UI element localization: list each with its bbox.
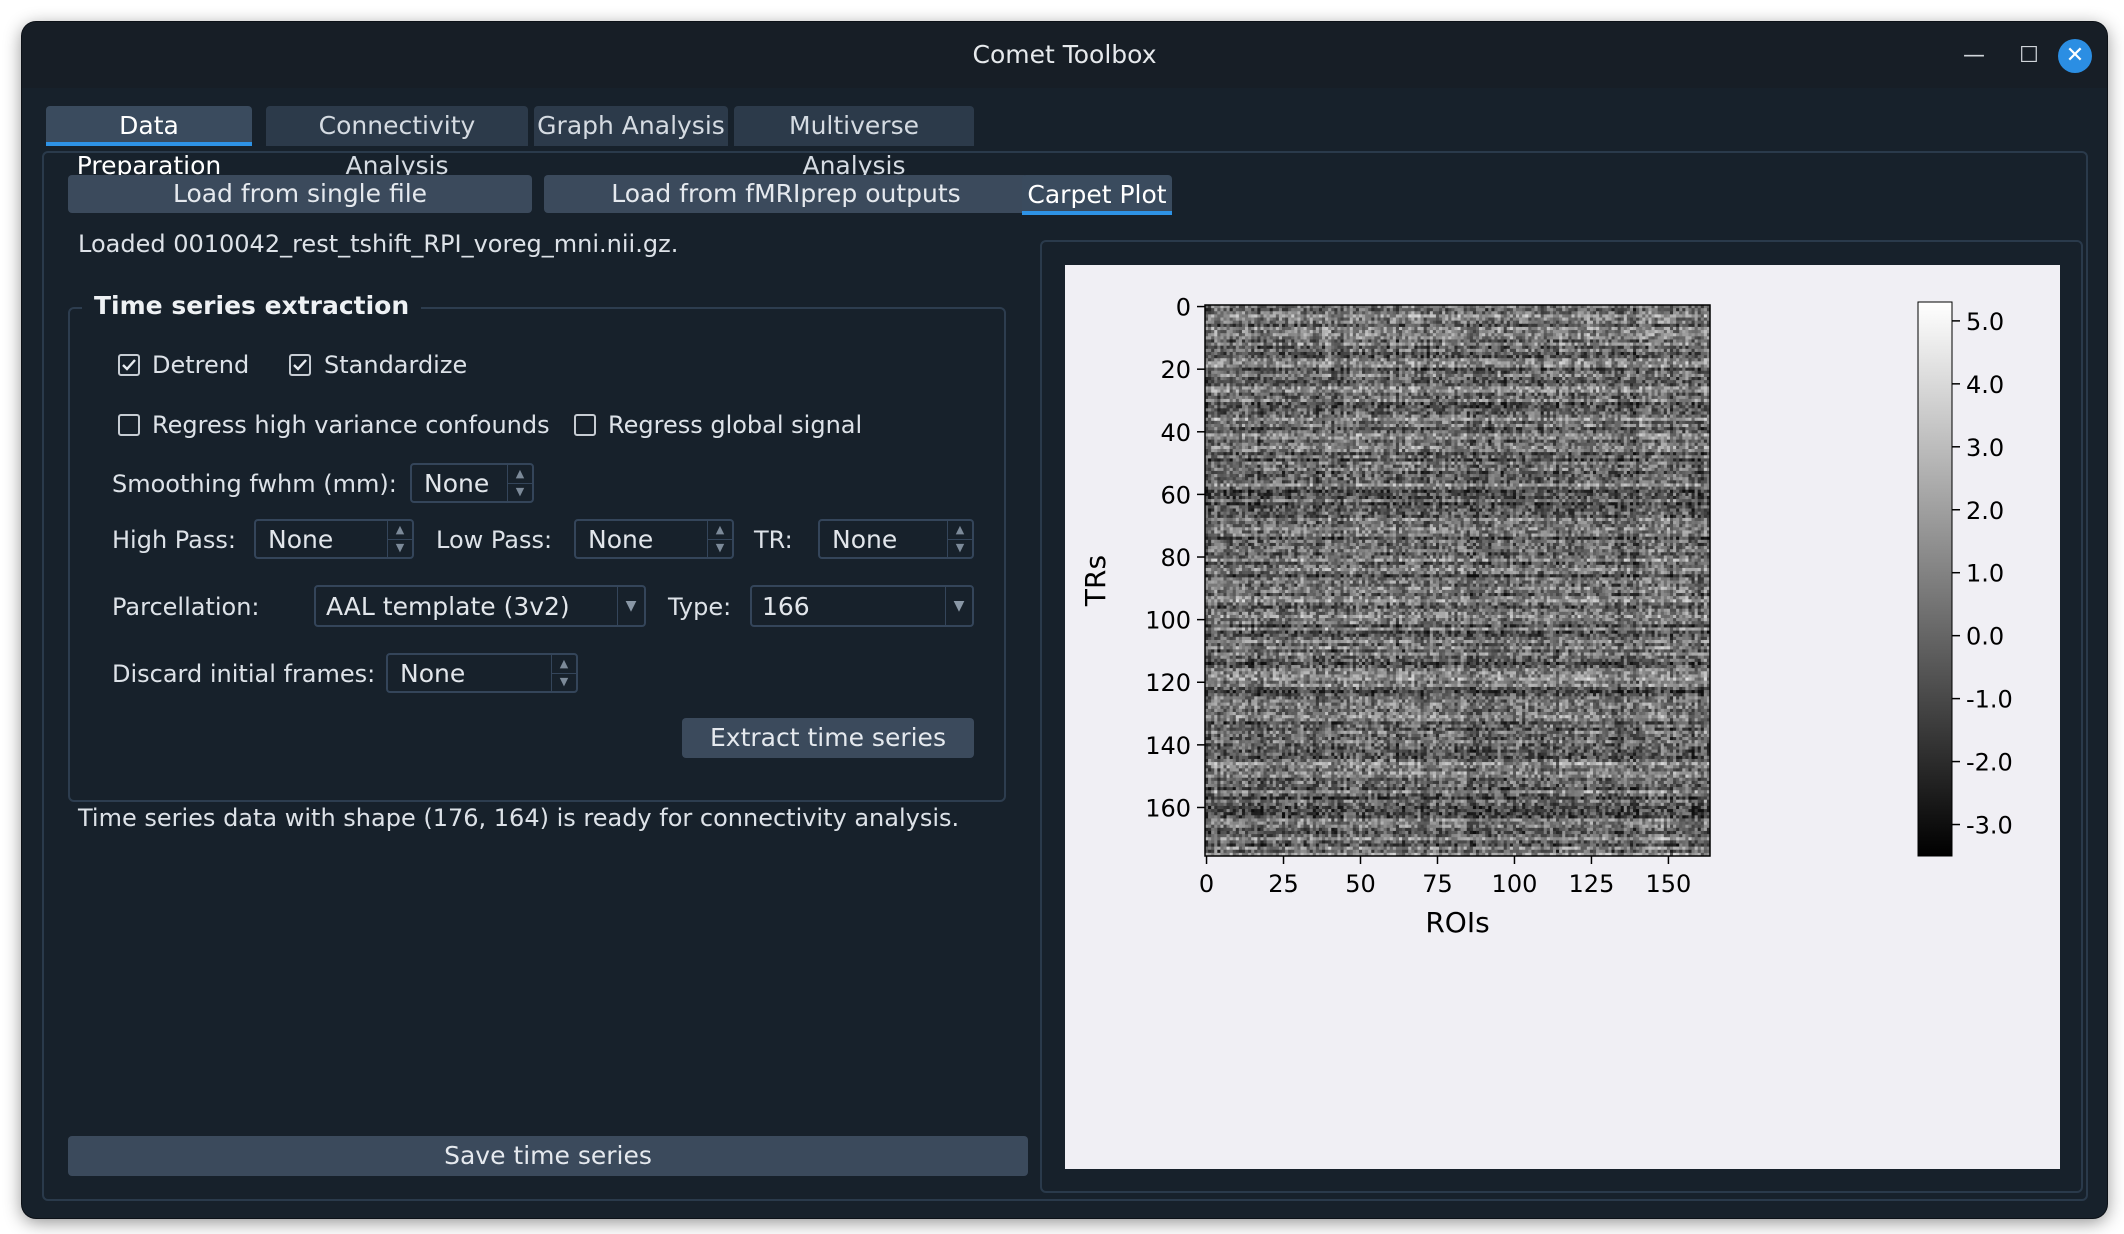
carpet-plot-canvas: 0 20 40 60 80 100 120 140 160 0 25 50 75 100 125 150 R… xyxy=(1065,265,2060,1169)
colorbar-tick-label: -2.0 xyxy=(1966,749,2013,777)
window-title: Comet Toolbox xyxy=(22,40,2107,69)
title-bar: Comet Toolbox — ☐ ✕ xyxy=(22,22,2107,88)
discard-frames-label: Discard initial frames: xyxy=(112,660,375,688)
carpet-plot: 0 20 40 60 80 100 120 140 160 0 25 50 75 100 125 150 R… xyxy=(1065,265,2060,1169)
colorbar-tick-label: 3.0 xyxy=(1966,434,2004,462)
y-tick-label: 140 xyxy=(1145,732,1191,760)
low-pass-value: None xyxy=(588,525,653,554)
x-tick-label: 50 xyxy=(1345,870,1376,898)
colorbar-tick-label: -3.0 xyxy=(1966,812,2013,840)
discard-frames-spinbox[interactable]: None ▲ ▼ xyxy=(386,653,578,693)
colorbar-tick-label: 5.0 xyxy=(1966,308,2004,336)
close-icon[interactable]: ✕ xyxy=(2058,39,2092,73)
main-window: Comet Toolbox — ☐ ✕ Data Preparation Con… xyxy=(22,22,2107,1218)
chevron-down-icon: ▼ xyxy=(945,587,972,625)
checkmark-icon xyxy=(291,356,309,374)
x-tick-label: 25 xyxy=(1268,870,1299,898)
spin-down-icon[interactable]: ▼ xyxy=(948,539,972,557)
y-tick-label: 0 xyxy=(1176,294,1191,322)
spin-up-icon[interactable]: ▲ xyxy=(948,521,972,540)
smoothing-spinbox[interactable]: None ▲ ▼ xyxy=(410,463,534,503)
tr-value: None xyxy=(832,525,897,554)
load-fmriprep-button[interactable]: Load from fMRIprep outputs xyxy=(544,175,1028,213)
regress-global-label: Regress global signal xyxy=(608,411,862,439)
standardize-checkbox[interactable] xyxy=(289,354,311,376)
tab-graph-analysis[interactable]: Graph Analysis xyxy=(534,106,728,146)
y-axis-label: TRs xyxy=(1079,555,1112,607)
spin-down-icon[interactable]: ▼ xyxy=(388,539,412,557)
tab-carpet-plot[interactable]: Carpet Plot xyxy=(1022,175,1172,215)
standardize-label: Standardize xyxy=(324,351,467,379)
spin-down-icon[interactable]: ▼ xyxy=(708,539,732,557)
maximize-icon[interactable]: ☐ xyxy=(2012,39,2046,73)
low-pass-spinbox[interactable]: None ▲ ▼ xyxy=(574,519,734,559)
tab-multiverse-analysis[interactable]: Multiverse Analysis xyxy=(734,106,974,146)
x-tick-label: 125 xyxy=(1569,870,1615,898)
x-axis-label: ROIs xyxy=(1425,906,1489,939)
time-series-status: Time series data with shape (176, 164) i… xyxy=(78,804,959,832)
loaded-file-status: Loaded 0010042_rest_tshift_RPI_voreg_mni… xyxy=(78,230,678,258)
checkmark-icon xyxy=(120,356,138,374)
parcellation-value: AAL template (3v2) xyxy=(326,592,570,621)
parcellation-label: Parcellation: xyxy=(112,593,260,621)
group-title: Time series extraction xyxy=(82,291,421,320)
spin-down-icon[interactable]: ▼ xyxy=(508,483,532,501)
y-tick-label: 60 xyxy=(1160,481,1191,509)
discard-frames-value: None xyxy=(400,659,465,688)
smoothing-value: None xyxy=(424,469,489,498)
colorbar-tick-label: -1.0 xyxy=(1966,686,2013,714)
y-tick-label: 40 xyxy=(1160,419,1191,447)
x-tick-label: 0 xyxy=(1199,870,1214,898)
spin-up-icon[interactable]: ▲ xyxy=(388,521,412,540)
high-pass-label: High Pass: xyxy=(112,526,236,554)
colorbar-tick-label: 2.0 xyxy=(1966,497,2004,525)
spin-up-icon[interactable]: ▲ xyxy=(508,465,532,484)
x-tick-label: 75 xyxy=(1422,870,1453,898)
type-dropdown[interactable]: 166 ▼ xyxy=(750,585,974,627)
spin-down-icon[interactable]: ▼ xyxy=(552,673,576,691)
extract-time-series-button[interactable]: Extract time series xyxy=(682,718,974,758)
regress-confounds-checkbox[interactable] xyxy=(118,414,140,436)
x-tick-label: 150 xyxy=(1646,870,1692,898)
y-tick-label: 160 xyxy=(1145,794,1191,822)
y-axis: 0 20 40 60 80 100 120 140 160 xyxy=(1145,294,1205,823)
x-axis: 0 25 50 75 100 125 150 xyxy=(1199,856,1691,898)
colorbar-tick-label: 4.0 xyxy=(1966,371,2004,399)
load-single-file-button[interactable]: Load from single file xyxy=(68,175,532,213)
tr-label: TR: xyxy=(754,526,793,554)
colorbar-ticks: 5.0 4.0 3.0 2.0 1.0 0.0 -1.0 -2.0 -3.0 xyxy=(1952,308,2013,840)
parcellation-dropdown[interactable]: AAL template (3v2) ▼ xyxy=(314,585,646,627)
tr-spinbox[interactable]: None ▲ ▼ xyxy=(818,519,974,559)
regress-confounds-label: Regress high variance confounds xyxy=(152,411,550,439)
y-tick-label: 100 xyxy=(1145,607,1191,635)
spin-up-icon[interactable]: ▲ xyxy=(708,521,732,540)
high-pass-value: None xyxy=(268,525,333,554)
spin-up-icon[interactable]: ▲ xyxy=(552,655,576,674)
y-tick-label: 20 xyxy=(1160,356,1191,384)
colorbar-tick-label: 1.0 xyxy=(1966,560,2004,588)
x-tick-label: 100 xyxy=(1492,870,1538,898)
y-tick-label: 80 xyxy=(1160,544,1191,572)
minimize-icon[interactable]: — xyxy=(1957,39,1991,73)
detrend-label: Detrend xyxy=(152,351,249,379)
type-label: Type: xyxy=(668,593,731,621)
detrend-checkbox[interactable] xyxy=(118,354,140,376)
tab-connectivity-analysis[interactable]: Connectivity Analysis xyxy=(266,106,528,146)
type-value: 166 xyxy=(762,592,810,621)
chevron-down-icon: ▼ xyxy=(617,587,644,625)
smoothing-label: Smoothing fwhm (mm): xyxy=(112,470,397,498)
regress-global-checkbox[interactable] xyxy=(574,414,596,436)
low-pass-label: Low Pass: xyxy=(436,526,552,554)
tab-data-preparation[interactable]: Data Preparation xyxy=(46,106,252,146)
colorbar xyxy=(1918,302,1952,856)
high-pass-spinbox[interactable]: None ▲ ▼ xyxy=(254,519,414,559)
save-time-series-button[interactable]: Save time series xyxy=(68,1136,1028,1176)
colorbar-tick-label: 0.0 xyxy=(1966,623,2004,651)
y-tick-label: 120 xyxy=(1145,669,1191,697)
heatmap-cells xyxy=(1205,305,1710,856)
